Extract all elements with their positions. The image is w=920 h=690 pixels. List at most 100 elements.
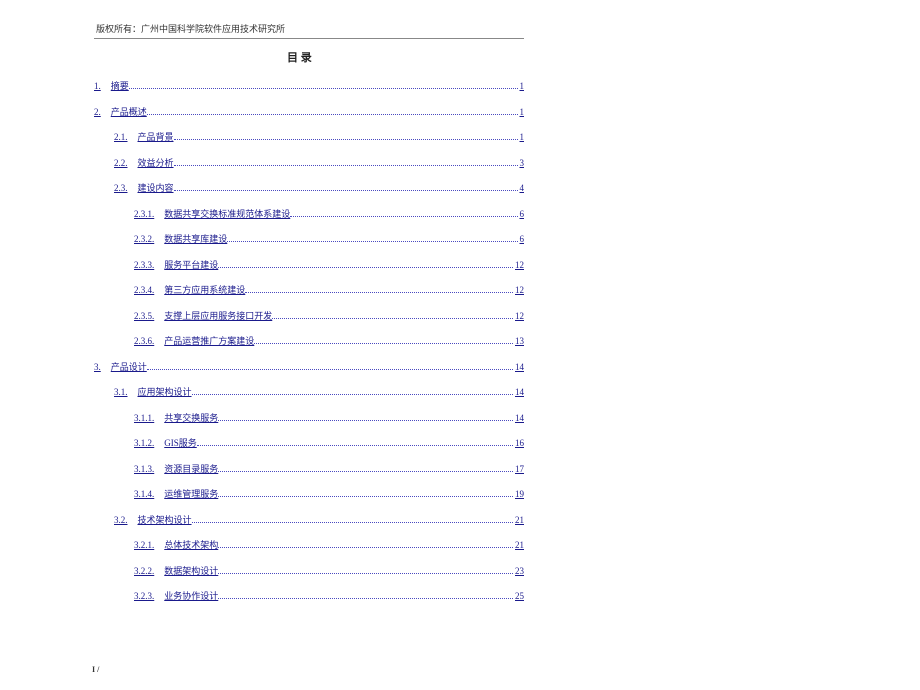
toc-entry-label: 数据共享交换标准规范体系建设 bbox=[164, 207, 290, 220]
toc-leader bbox=[227, 241, 517, 242]
toc-entry-label: 第三方应用系统建设 bbox=[164, 283, 245, 296]
toc-entry-label: 产品概述 bbox=[111, 105, 147, 118]
toc-entry-page: 21 bbox=[515, 540, 524, 550]
toc-entry-number: 3.2.1. bbox=[134, 540, 154, 550]
toc-entry[interactable]: 3.2.3. 业务协作设计 25 bbox=[134, 589, 524, 600]
toc-entry-label: 摘要 bbox=[111, 79, 129, 92]
toc-entry-number: 3.2.3. bbox=[134, 591, 154, 601]
toc-entry-page: 1 bbox=[520, 81, 525, 91]
toc-entry-page: 25 bbox=[515, 591, 524, 601]
toc-entry[interactable]: 3.2.1. 总体技术架构 21 bbox=[134, 538, 524, 549]
toc-entry-page: 12 bbox=[515, 260, 524, 270]
toc-entry-label: 资源目录服务 bbox=[164, 462, 218, 475]
toc-entry-number: 2.1. bbox=[114, 132, 128, 142]
toc-entry-page: 14 bbox=[515, 387, 524, 397]
toc-entry[interactable]: 2.3.6. 产品运营推广方案建设 13 bbox=[134, 334, 524, 345]
toc-leader bbox=[218, 573, 513, 574]
toc-leader bbox=[254, 343, 513, 344]
toc-list: 1.摘要12.产品概述12.1.产品背景12.2.效益分析32.3.建设内容42… bbox=[92, 79, 775, 600]
toc-entry-number: 2.3.3. bbox=[134, 260, 154, 270]
toc-entry-page: 1 bbox=[520, 107, 525, 117]
toc-entry-page: 6 bbox=[520, 209, 525, 219]
toc-entry-page: 12 bbox=[515, 311, 524, 321]
toc-entry-label: 支撑上层应用服务接口开发 bbox=[164, 309, 272, 322]
toc-entry[interactable]: 2.3.5. 支撑上层应用服务接口开发 12 bbox=[134, 309, 524, 320]
toc-entry-number: 2.3.2. bbox=[134, 234, 154, 244]
toc-entry[interactable]: 3.2.2. 数据架构设计 23 bbox=[134, 564, 524, 575]
toc-entry-number: 3.2.2. bbox=[134, 566, 154, 576]
toc-entry-number: 2.3.4. bbox=[134, 285, 154, 295]
toc-leader bbox=[218, 420, 513, 421]
toc-entry-number: 3.1.1. bbox=[134, 413, 154, 423]
toc-entry-number: 2.3.6. bbox=[134, 336, 154, 346]
toc-leader bbox=[192, 394, 513, 395]
toc-leader bbox=[174, 165, 518, 166]
toc-entry[interactable]: 2.1. 产品背景 1 bbox=[114, 130, 524, 141]
toc-entry[interactable]: 2.3.4. 第三方应用系统建设 12 bbox=[134, 283, 524, 294]
toc-title: 目 录 bbox=[287, 49, 775, 65]
toc-entry[interactable]: 3.产品设计14 bbox=[94, 360, 524, 371]
toc-entry-label: 应用架构设计 bbox=[138, 385, 192, 398]
toc-entry-page: 14 bbox=[515, 413, 524, 423]
toc-leader bbox=[218, 547, 513, 548]
toc-entry[interactable]: 3.1.2. GIS服务 16 bbox=[134, 436, 524, 447]
toc-leader bbox=[272, 318, 513, 319]
toc-entry-number: 3.1. bbox=[114, 387, 128, 397]
toc-leader bbox=[174, 190, 518, 191]
toc-leader bbox=[174, 139, 518, 140]
toc-entry-label: 运维管理服务 bbox=[164, 487, 218, 500]
toc-entry-page: 6 bbox=[520, 234, 525, 244]
toc-entry[interactable]: 2. 产品概述 1 bbox=[94, 105, 524, 116]
toc-entry-number: 2. bbox=[94, 107, 101, 117]
toc-entry-number: 1. bbox=[94, 81, 101, 91]
toc-entry-page: 12 bbox=[515, 285, 524, 295]
toc-entry[interactable]: 3.1.1. 共享交换服务 14 bbox=[134, 411, 524, 422]
toc-entry-label: 总体技术架构 bbox=[164, 538, 218, 551]
toc-leader bbox=[192, 522, 513, 523]
toc-leader bbox=[147, 114, 518, 115]
document-page: 版权所有：广州中国科学院软件应用技术研究所 目 录 1.摘要12.产品概述12.… bbox=[0, 0, 920, 690]
toc-entry-page: 19 bbox=[515, 489, 524, 499]
toc-entry-label: 数据架构设计 bbox=[164, 564, 218, 577]
toc-entry-page: 1 bbox=[520, 132, 525, 142]
toc-entry-number: 3.1.3. bbox=[134, 464, 154, 474]
toc-entry[interactable]: 1. 摘要 1 bbox=[94, 79, 524, 90]
toc-entry-number: 2.3.5. bbox=[134, 311, 154, 321]
toc-entry-label: 服务平台建设 bbox=[164, 258, 218, 271]
toc-leader bbox=[218, 267, 513, 268]
toc-leader bbox=[218, 496, 513, 497]
page-footer: I / bbox=[92, 665, 99, 674]
toc-leader bbox=[147, 369, 513, 370]
header-rule bbox=[94, 38, 524, 39]
toc-entry[interactable]: 3.1. 应用架构设计 14 bbox=[114, 385, 524, 396]
toc-entry-page: 13 bbox=[515, 336, 524, 346]
toc-entry-page: 23 bbox=[515, 566, 524, 576]
toc-entry[interactable]: 3.1.3.资源目录服务17 bbox=[134, 462, 524, 473]
toc-leader bbox=[290, 216, 517, 217]
toc-entry-number: 3.2. bbox=[114, 515, 128, 525]
toc-entry[interactable]: 3.2.技术架构设计21 bbox=[114, 513, 524, 524]
toc-entry-number: 3.1.2. bbox=[134, 438, 154, 448]
toc-entry-page: 16 bbox=[515, 438, 524, 448]
toc-entry-label: 产品运营推广方案建设 bbox=[164, 334, 254, 347]
toc-leader bbox=[197, 445, 513, 446]
toc-entry-label: 产品设计 bbox=[111, 360, 147, 373]
toc-entry-label: 建设内容 bbox=[138, 181, 174, 194]
toc-entry-label: 产品背景 bbox=[138, 130, 174, 143]
toc-entry[interactable]: 2.3.1.数据共享交换标准规范体系建设6 bbox=[134, 207, 524, 218]
toc-leader bbox=[245, 292, 513, 293]
toc-entry[interactable]: 2.3.3. 服务平台建设 12 bbox=[134, 258, 524, 269]
toc-entry-label: 技术架构设计 bbox=[138, 513, 192, 526]
toc-entry[interactable]: 2.3.建设内容4 bbox=[114, 181, 524, 192]
toc-entry[interactable]: 2.3.2.数据共享库建设6 bbox=[134, 232, 524, 243]
toc-entry-label: 业务协作设计 bbox=[164, 589, 218, 602]
toc-entry-number: 2.2. bbox=[114, 158, 128, 168]
toc-entry[interactable]: 3.1.4.运维管理服务19 bbox=[134, 487, 524, 498]
toc-entry-label: 共享交换服务 bbox=[164, 411, 218, 424]
toc-entry-page: 3 bbox=[520, 158, 525, 168]
copyright-line: 版权所有：广州中国科学院软件应用技术研究所 bbox=[96, 22, 775, 35]
toc-entry-label: GIS服务 bbox=[164, 436, 197, 449]
toc-entry-number: 2.3. bbox=[114, 183, 128, 193]
toc-entry-number: 3. bbox=[94, 362, 101, 372]
toc-entry[interactable]: 2.2.效益分析3 bbox=[114, 156, 524, 167]
